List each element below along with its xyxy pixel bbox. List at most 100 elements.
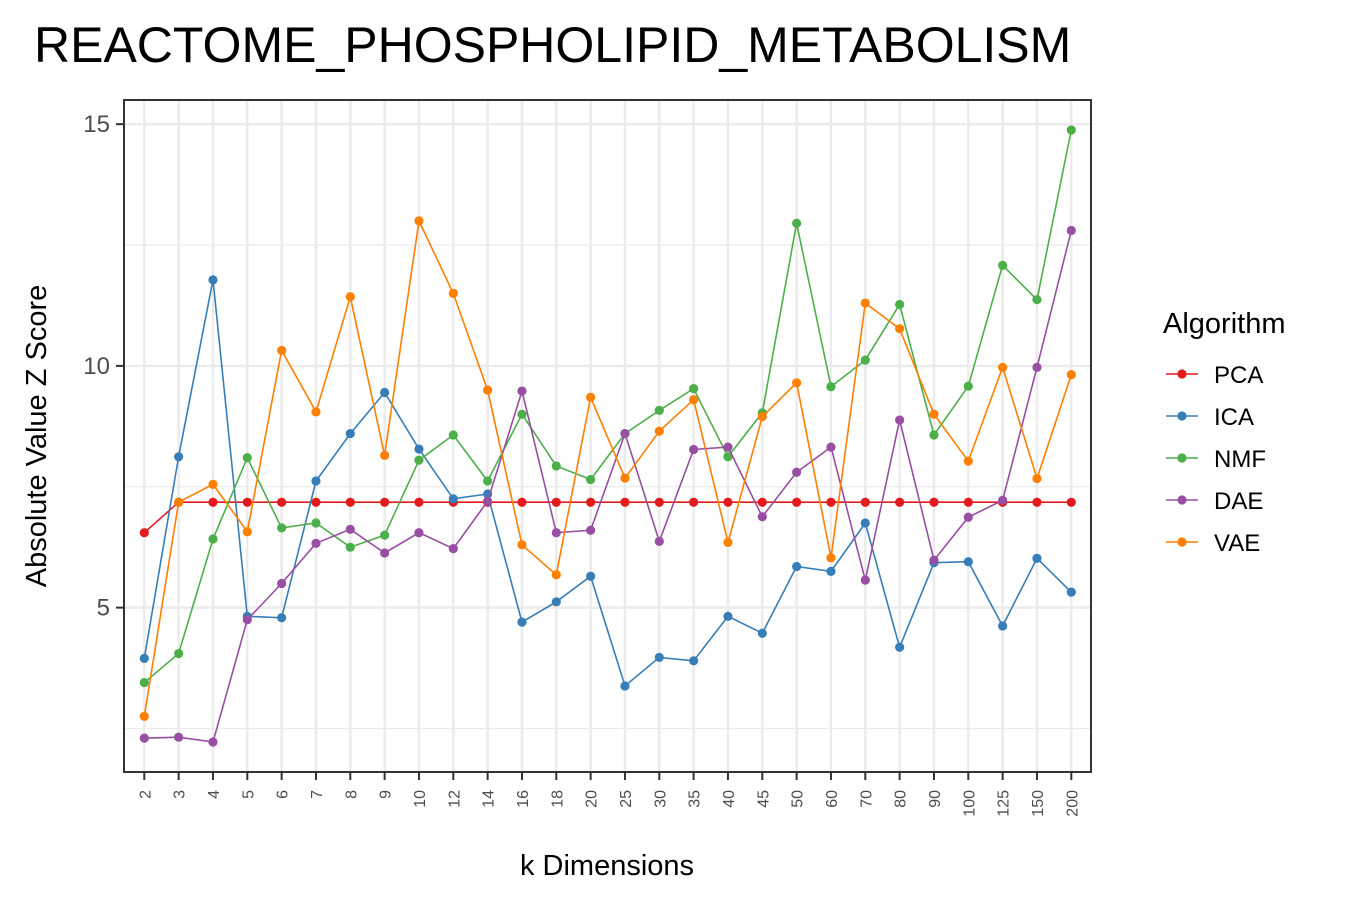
data-point-vae <box>586 392 596 402</box>
data-point-nmf <box>345 542 355 552</box>
data-point-ica <box>757 628 767 638</box>
data-point-nmf <box>1066 125 1076 135</box>
data-point-dae <box>963 512 973 522</box>
data-point-vae <box>860 298 870 308</box>
data-point-ica <box>277 613 287 623</box>
x-tick-label: 90 <box>927 790 944 808</box>
data-point-vae <box>448 288 458 298</box>
x-tick-label: 10 <box>412 790 429 808</box>
data-point-pca <box>860 497 870 507</box>
x-tick-label: 7 <box>309 790 326 799</box>
data-point-ica <box>1032 553 1042 563</box>
y-tick-label: 5 <box>97 595 110 622</box>
x-axis-title: k Dimensions <box>520 850 694 882</box>
data-point-vae <box>826 553 836 563</box>
data-point-dae <box>757 512 767 522</box>
data-point-ica <box>654 652 664 663</box>
legend: Algorithm PCA ICA NMF DAE VAE <box>1163 308 1286 557</box>
data-point-dae <box>517 386 527 396</box>
data-point-vae <box>345 292 355 302</box>
y-axis: 5 10 15 <box>83 111 124 622</box>
data-point-nmf <box>414 455 424 465</box>
data-point-ica <box>414 444 424 454</box>
x-tick-label: 4 <box>206 790 223 799</box>
x-tick-label: 25 <box>618 790 635 808</box>
legend-item-dae: DAE <box>1166 488 1263 515</box>
grid-lines <box>124 100 1091 772</box>
data-point-pca <box>517 497 527 507</box>
data-point-nmf <box>448 430 458 440</box>
data-point-pca <box>689 497 699 507</box>
data-point-nmf <box>586 474 596 485</box>
data-point-dae <box>1066 225 1076 236</box>
series-dae <box>139 225 1076 747</box>
data-point-ica <box>689 656 699 666</box>
data-point-ica <box>380 387 390 398</box>
data-point-dae <box>242 615 252 625</box>
data-point-vae <box>895 324 905 334</box>
data-point-dae <box>380 548 390 558</box>
data-point-nmf <box>311 518 321 528</box>
data-point-ica <box>826 566 836 576</box>
data-point-vae <box>723 537 733 547</box>
data-point-ica <box>139 653 149 663</box>
plot-panel-border <box>123 99 1092 773</box>
data-point-ica <box>723 611 733 621</box>
data-point-vae <box>414 216 424 226</box>
data-point-pca <box>586 497 596 507</box>
data-point-ica <box>895 642 905 652</box>
data-point-dae <box>826 442 836 452</box>
x-tick-label: 16 <box>515 790 532 808</box>
data-point-pca <box>929 497 939 507</box>
x-tick-label: 125 <box>996 790 1013 817</box>
data-point-vae <box>1066 370 1076 380</box>
data-point-vae <box>929 409 939 419</box>
data-point-dae <box>1032 362 1042 372</box>
x-tick-label: 50 <box>790 790 807 808</box>
data-point-nmf <box>1032 295 1042 305</box>
y-tick-label: 10 <box>83 353 110 380</box>
data-point-dae <box>586 525 596 535</box>
x-axis: 2 3 4 5 6 7 8 9 10 12 14 16 18 20 25 30 35 40 45 50 60 70 80 90… <box>137 772 1081 817</box>
data-point-dae <box>483 496 493 506</box>
data-point-pca <box>723 497 733 507</box>
series-vae <box>139 216 1076 722</box>
x-tick-label: 8 <box>343 790 360 799</box>
data-point-vae <box>792 378 802 388</box>
x-tick-label: 30 <box>652 790 669 808</box>
x-tick-label: 45 <box>755 790 772 808</box>
data-point-pca <box>242 497 252 507</box>
x-tick-label: 18 <box>549 790 566 808</box>
data-point-dae <box>174 732 184 742</box>
plot-border <box>123 99 1092 773</box>
data-point-nmf <box>517 409 527 419</box>
data-point-dae <box>208 737 218 747</box>
data-point-vae <box>174 497 184 507</box>
data-point-nmf <box>998 260 1008 270</box>
series-line-pca <box>143 501 1072 534</box>
data-point-ica <box>860 518 870 528</box>
data-point-ica <box>517 617 527 627</box>
legend-point-nmf <box>1177 453 1187 463</box>
legend-point-pca <box>1177 369 1187 379</box>
legend-label-vae: VAE <box>1214 530 1260 557</box>
data-point-nmf <box>792 218 802 228</box>
legend-label-ica: ICA <box>1214 404 1254 431</box>
data-point-nmf <box>174 648 184 659</box>
data-point-dae <box>689 444 699 455</box>
data-point-pca <box>792 497 802 507</box>
data-point-dae <box>551 528 561 538</box>
legend-title: Algorithm <box>1163 308 1286 340</box>
data-point-nmf <box>654 405 664 415</box>
data-point-vae <box>998 362 1008 372</box>
data-point-ica <box>448 494 458 504</box>
data-point-pca <box>380 497 390 507</box>
x-tick-label: 12 <box>446 790 463 808</box>
x-tick-label: 80 <box>893 790 910 808</box>
x-tick-label: 40 <box>721 790 738 808</box>
data-point-dae <box>929 555 939 565</box>
data-point-vae <box>242 527 252 537</box>
data-point-vae <box>380 450 390 460</box>
legend-item-nmf: NMF <box>1166 446 1266 473</box>
